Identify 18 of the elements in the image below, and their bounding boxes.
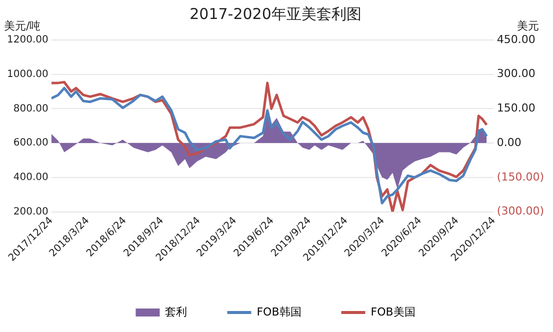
- y2-tick-label: 450.00: [496, 32, 536, 46]
- y2-tick-label: (150.00): [496, 170, 544, 184]
- y-tick-label: 1000.00: [6, 68, 48, 80]
- y-tick-label: 1200.00: [6, 34, 48, 46]
- y-tick-label: 800.00: [13, 103, 48, 114]
- y2-tick-label: 0.00: [496, 136, 522, 149]
- y2-tick-label: 300.00: [496, 67, 536, 80]
- y-tick-label: 400.00: [13, 172, 48, 183]
- y2-axis-title: 美元: [517, 19, 539, 32]
- y-tick-label: 600.00: [13, 138, 48, 149]
- legend-label: 套利: [165, 305, 188, 318]
- y-tick-label: 200.00: [13, 206, 48, 218]
- y-axis-title: 美元/吨: [4, 19, 41, 32]
- y2-tick-label: (300.00): [496, 204, 544, 218]
- y2-tick-label: 150.00: [496, 102, 536, 115]
- chart-title: 2017-2020年亚美套利图: [190, 4, 362, 23]
- legend-label: FOB韩国: [256, 305, 302, 318]
- legend-label: FOB美国: [370, 305, 416, 318]
